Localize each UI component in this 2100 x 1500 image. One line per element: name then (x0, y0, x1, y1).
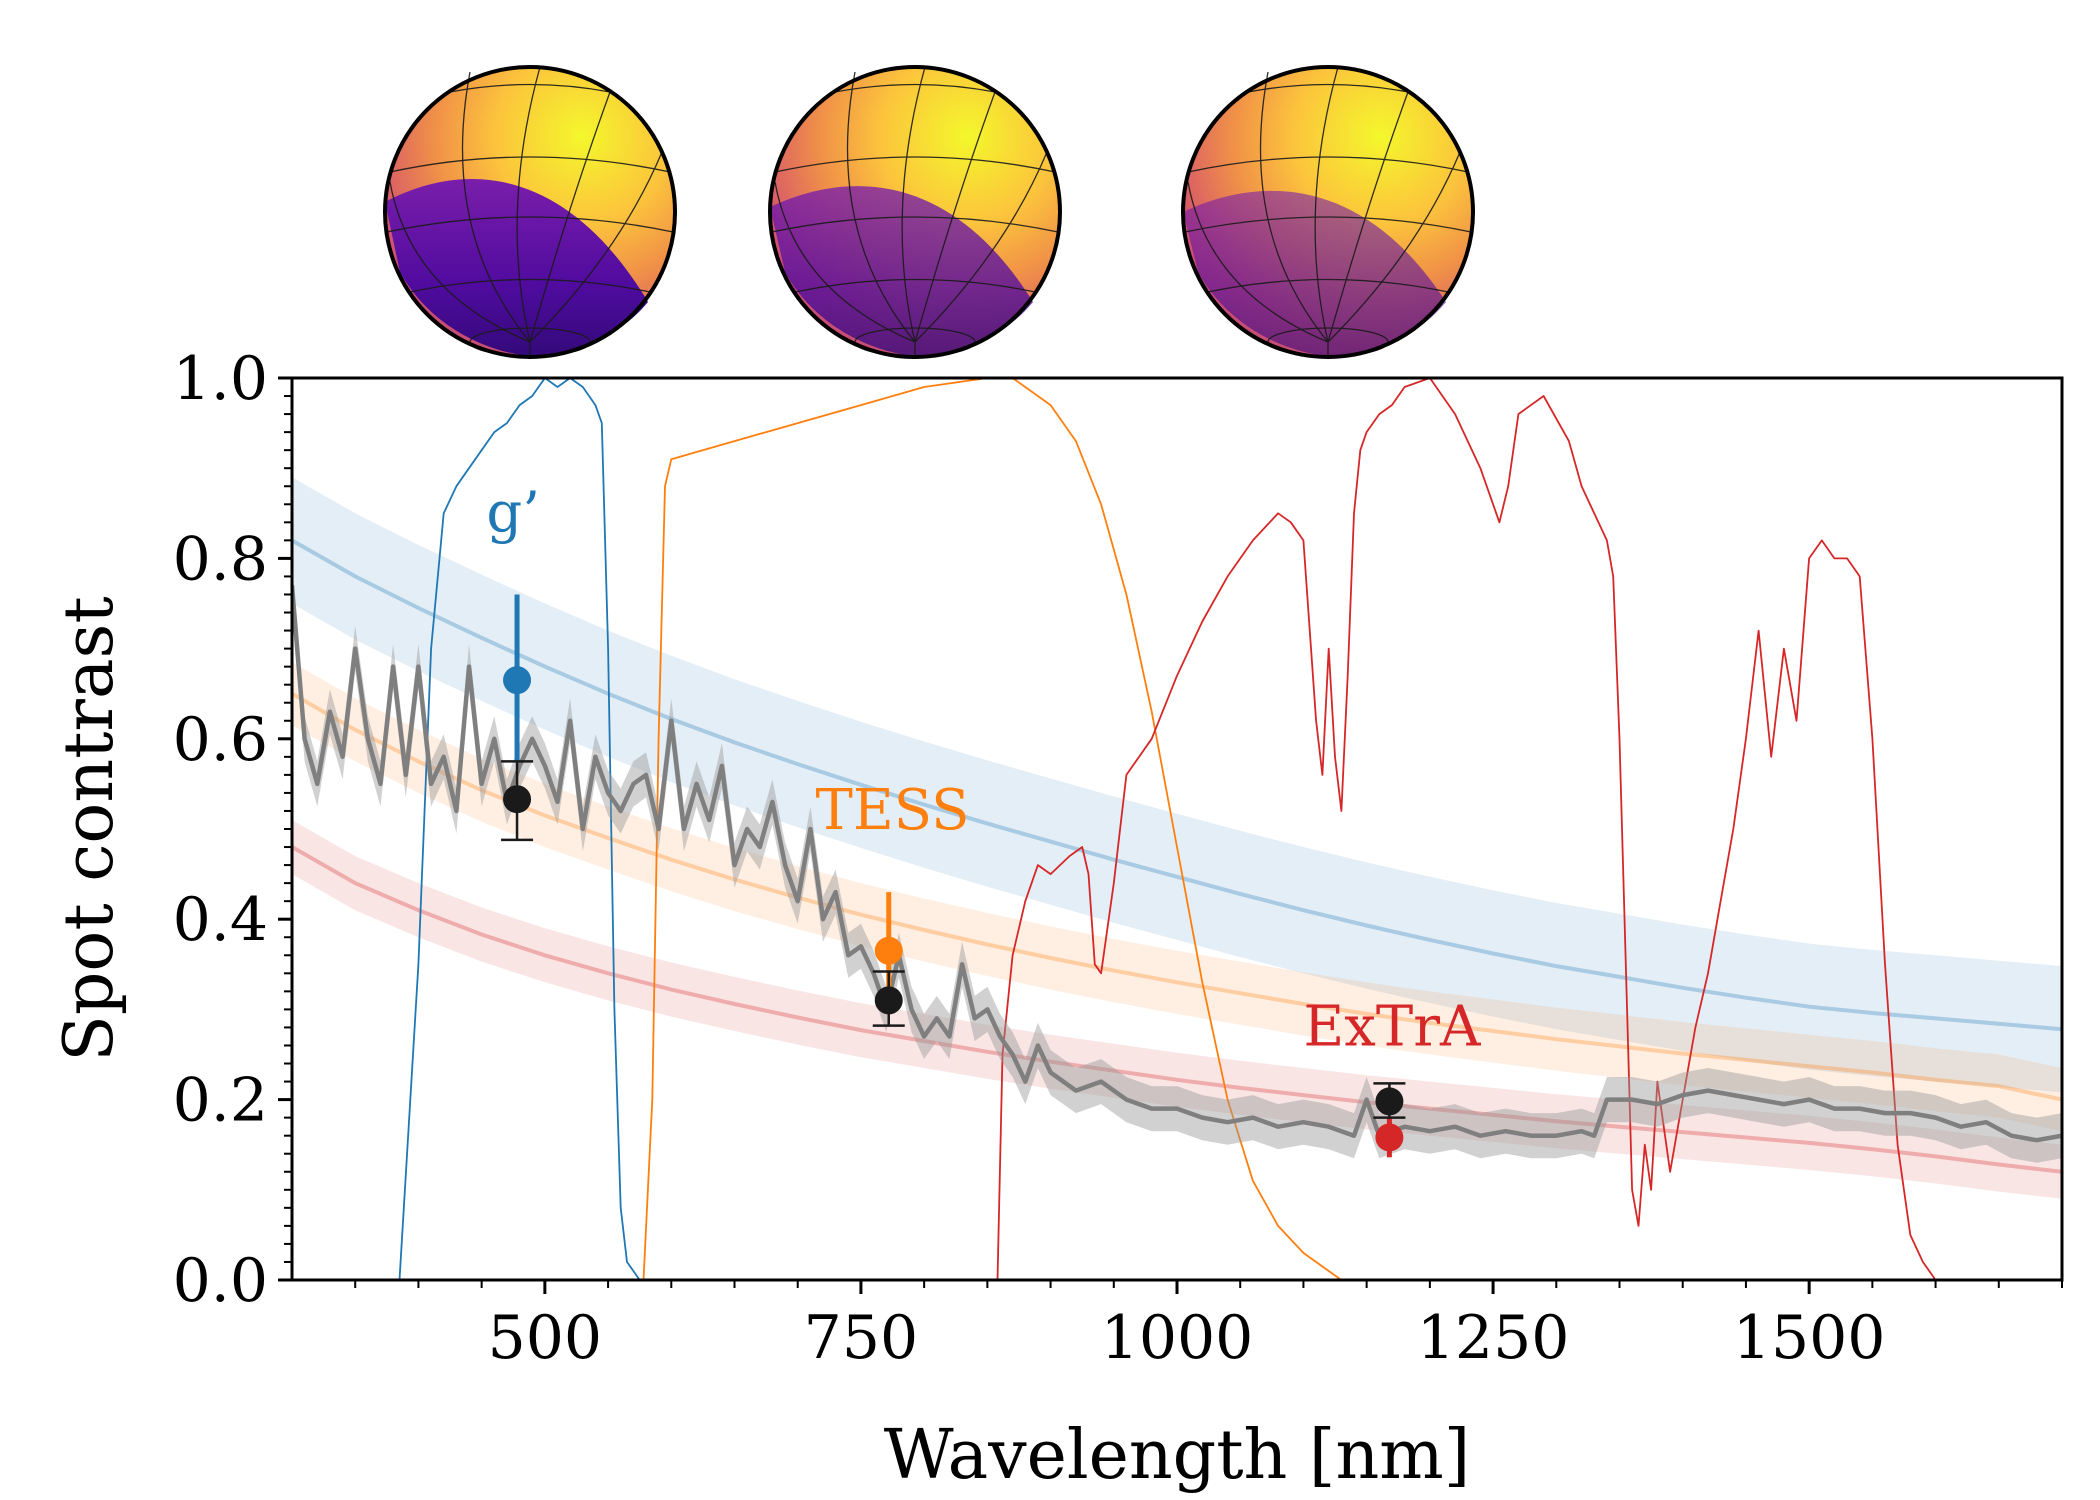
extra-black-point-marker (1375, 1087, 1404, 1116)
tess-model-band (292, 662, 2062, 1132)
y-tick-label: 0.4 (173, 885, 268, 955)
gprime-model-band (292, 477, 2062, 1093)
filter-label-tess: TESS (816, 778, 970, 843)
tess-black-point (872, 970, 905, 1027)
x-tick-label: 1250 (1417, 1303, 1570, 1373)
model-bands (292, 477, 2062, 1199)
extra-model-band (292, 820, 2062, 1199)
plot-area (292, 378, 2062, 1280)
filter-label-extra: ExTrA (1303, 994, 1481, 1059)
transmission-curves (398, 378, 1937, 1280)
extra-black-point (1373, 1082, 1406, 1119)
x-axis-label: Wavelength [nm] (884, 1416, 1471, 1495)
y-tick-label: 1.0 (173, 344, 268, 414)
y-tick-label: 0.6 (173, 705, 268, 775)
extra-colored-point-marker (1375, 1123, 1404, 1152)
gprime-black-point-marker (503, 785, 532, 814)
tess-colored-point-marker (874, 936, 903, 965)
y-tick-label: 0.8 (173, 524, 268, 594)
model-lines (292, 538, 2062, 1174)
extra-colored-point (1375, 1117, 1404, 1158)
tess-model-line (292, 691, 2062, 1102)
tess-black-point-marker (874, 986, 903, 1015)
y-tick-label: 0.0 (173, 1246, 268, 1316)
filter-label-gprime: g’ (486, 480, 540, 545)
gprime-colored-point-marker (503, 666, 532, 695)
x-tick-label: 750 (804, 1303, 919, 1373)
x-tick-label: 1000 (1101, 1303, 1254, 1373)
tess-transmission (642, 378, 1342, 1280)
extra-model-line (292, 845, 2062, 1174)
measurement-points (501, 594, 1406, 1158)
star-map-tess (768, 65, 1062, 359)
filter-labels: g’ TESS ExTrA (486, 480, 1481, 1059)
spot-contrast-spectrum-band (292, 562, 2062, 1163)
star-map-gprime (383, 65, 677, 359)
extra-transmission (996, 378, 1937, 1280)
x-tick-label: 1500 (1733, 1303, 1886, 1373)
gprime-model-line (292, 538, 2062, 1032)
gprime-transmission (398, 378, 641, 1280)
star-map-extra (1181, 65, 1475, 359)
y-tick-label: 0.2 (173, 1066, 268, 1136)
gprime-black-point (501, 760, 534, 842)
x-tick-label: 500 (488, 1303, 603, 1373)
gprime-colored-point (503, 594, 532, 762)
y-axis-label: Spot contrast (50, 596, 129, 1061)
axis-ticks: 500 750 1000 1250 1500 0.0 0.2 0.4 0.6 0.8 1.0 (173, 344, 2063, 1373)
